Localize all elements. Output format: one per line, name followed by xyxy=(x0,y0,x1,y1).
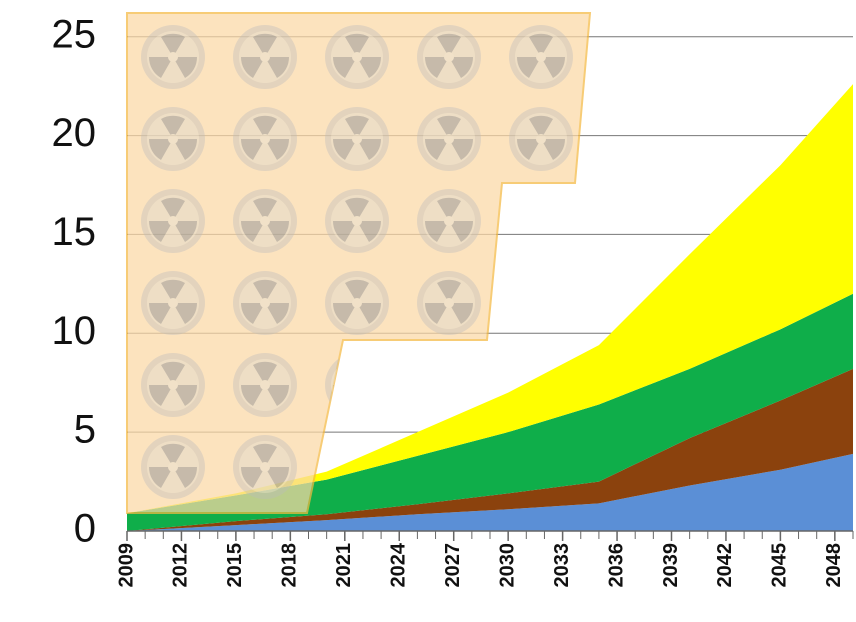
area xyxy=(127,84,853,514)
y-tick-label: 0 xyxy=(74,507,96,551)
x-tick-label: 2024 xyxy=(388,542,410,587)
x-tick-label: 2039 xyxy=(660,543,682,588)
x-tick-label: 2030 xyxy=(496,543,518,588)
y-tick-label: 5 xyxy=(74,408,96,452)
x-tick-label: 2012 xyxy=(170,543,192,588)
x-tick-label: 2036 xyxy=(605,543,627,588)
x-tick-label: 2021 xyxy=(333,543,355,588)
area xyxy=(127,368,853,531)
x-tick-label: 2033 xyxy=(551,543,573,588)
x-tick-label: 2015 xyxy=(224,543,246,588)
y-tick-label: 10 xyxy=(52,309,97,353)
y-tick-label: 25 xyxy=(52,12,97,56)
x-tick-label: 2045 xyxy=(769,543,791,588)
y-tick-label: 15 xyxy=(52,210,97,254)
overlay xyxy=(126,12,592,514)
x-tick-label: 2009 xyxy=(115,543,137,588)
x-tick-label: 2048 xyxy=(823,543,845,588)
area xyxy=(127,453,853,531)
y-tick-label: 20 xyxy=(52,111,97,155)
x-tick-label: 2042 xyxy=(714,543,736,588)
x-tick-label: 2018 xyxy=(279,543,301,588)
x-tick-label: 2027 xyxy=(442,543,464,588)
